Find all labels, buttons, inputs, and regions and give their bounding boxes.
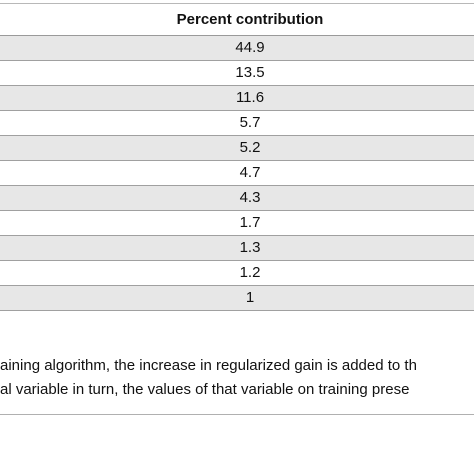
percent-value: 1.2 — [239, 264, 261, 281]
table-row: 1.3 — [0, 236, 474, 261]
table-row: 1.7 — [0, 211, 474, 236]
table-row: 5.2 — [0, 136, 474, 161]
percent-value: 1 — [245, 289, 255, 306]
percent-value: 4.7 — [239, 164, 261, 181]
table-row: 13.5 — [0, 61, 474, 86]
percent-contribution-header: Percent contribution — [176, 11, 324, 28]
percent-value: 1.3 — [239, 239, 261, 256]
footnote-line: al variable in turn, the values of that … — [0, 381, 410, 398]
percent-value: 13.5 — [235, 64, 265, 81]
percent-value: 11.6 — [235, 89, 265, 106]
top-rule — [0, 3, 474, 4]
table-row: 5.7 — [0, 111, 474, 136]
table-row: 1 — [0, 286, 474, 311]
table-row: 1.2 — [0, 261, 474, 286]
table-row: 44.9 — [0, 36, 474, 61]
table-row: 4.7 — [0, 161, 474, 186]
table-header-row: Percent contribution — [0, 4, 474, 36]
percent-value: 5.2 — [239, 139, 261, 156]
table-footnote: aining algorithm, the increase in regula… — [0, 354, 474, 402]
percent-value: 44.9 — [235, 39, 265, 56]
percent-value: 4.3 — [239, 189, 261, 206]
bottom-rule — [0, 414, 474, 415]
percent-value: 5.7 — [239, 114, 261, 131]
table-body: 44.9 13.5 11.6 5.7 5.2 4.7 4.3 1.7 1.3 1… — [0, 36, 474, 311]
table-row: 11.6 — [0, 86, 474, 111]
percent-value: 1.7 — [239, 214, 261, 231]
footnote-line: aining algorithm, the increase in regula… — [0, 357, 417, 374]
table-row: 4.3 — [0, 186, 474, 211]
